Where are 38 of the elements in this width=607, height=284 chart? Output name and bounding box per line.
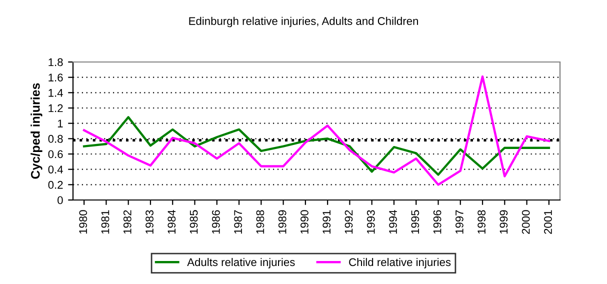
legend-label: Child relative injuries: [349, 258, 451, 268]
x-tick-label: 1994: [389, 210, 397, 234]
x-tick-label: 1996: [433, 210, 442, 234]
x-tick-label: 1984: [168, 210, 176, 234]
y-tick-label: 1.4: [48, 89, 63, 97]
y-axis-title: Cyc/ped injuries: [30, 83, 42, 179]
x-tick-label: 1980: [79, 210, 88, 234]
y-tick-label: 1: [58, 120, 63, 128]
x-tick-label: 1991: [322, 210, 331, 234]
legend-label: Adults relative injuries: [187, 258, 295, 268]
x-tick-label: 1983: [146, 210, 154, 234]
x-tick-label: 1999: [500, 210, 508, 234]
y-tick-label: 0.6: [48, 150, 63, 158]
line-series: [82, 116, 550, 176]
x-tick-label: 1997: [456, 210, 464, 234]
line-series: [82, 75, 550, 186]
x-tick-label: 1985: [190, 210, 198, 234]
x-tick-label: 1988: [256, 210, 264, 234]
y-tick-label: 0.4: [48, 166, 63, 174]
x-tick-label: 1995: [411, 210, 420, 234]
x-tick-label: 1993: [366, 210, 375, 234]
y-tick-label: 1.8: [48, 58, 63, 66]
y-tick-label: 1.2: [48, 104, 63, 112]
x-tick-label: 1998: [478, 210, 486, 234]
chart-title: Edinburgh relative injuries, Adults and Children: [189, 16, 418, 28]
y-tick-label: 0: [58, 196, 63, 204]
y-tick-label: 0.2: [48, 180, 63, 189]
x-tick-label: 1981: [101, 210, 110, 234]
x-tick-label: 1992: [344, 210, 353, 234]
x-tick-label: 2000: [522, 210, 530, 234]
y-tick-label: 1.6: [48, 74, 63, 82]
x-tick-label: 1987: [234, 210, 242, 234]
x-tick-label: 2001: [544, 210, 552, 234]
x-tick-label: 1986: [212, 210, 220, 234]
y-tick-label: 0.8: [48, 134, 63, 143]
x-tick-label: 1990: [300, 210, 308, 234]
x-tick-label: 1989: [278, 210, 286, 234]
x-tick-label: 1982: [123, 210, 132, 234]
